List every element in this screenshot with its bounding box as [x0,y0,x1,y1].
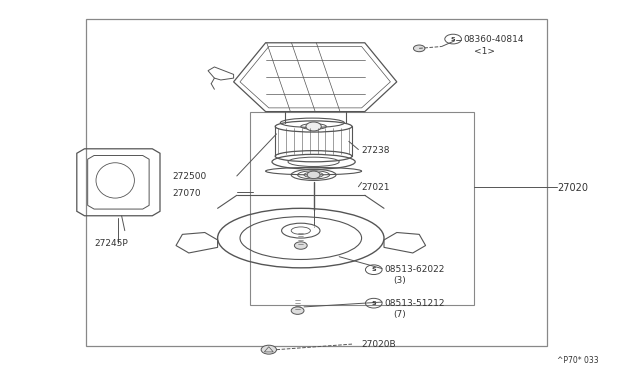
Text: S: S [371,267,376,272]
Text: 08360-40814: 08360-40814 [463,35,524,44]
Text: ^P70* 033: ^P70* 033 [557,356,598,365]
Text: 27238: 27238 [362,146,390,155]
Bar [86,19,547,346]
Text: 272500: 272500 [173,172,207,181]
Text: 27020B: 27020B [362,340,396,349]
Circle shape [291,307,304,314]
Text: 27245P: 27245P [95,239,129,248]
Text: 27070: 27070 [173,189,202,198]
Text: S: S [451,36,456,42]
Text: 08513-62022: 08513-62022 [384,265,444,274]
Text: (7): (7) [393,310,406,319]
Circle shape [413,45,425,52]
Circle shape [261,345,276,354]
Bar [250,112,474,305]
Circle shape [307,171,320,179]
Text: (3): (3) [393,276,406,285]
Text: 08513-51212: 08513-51212 [384,299,445,308]
Circle shape [294,242,307,249]
Text: <1>: <1> [474,47,495,56]
Text: 27020: 27020 [557,183,588,193]
Text: 27021: 27021 [362,183,390,192]
Text: S: S [371,301,376,306]
Circle shape [306,122,321,131]
